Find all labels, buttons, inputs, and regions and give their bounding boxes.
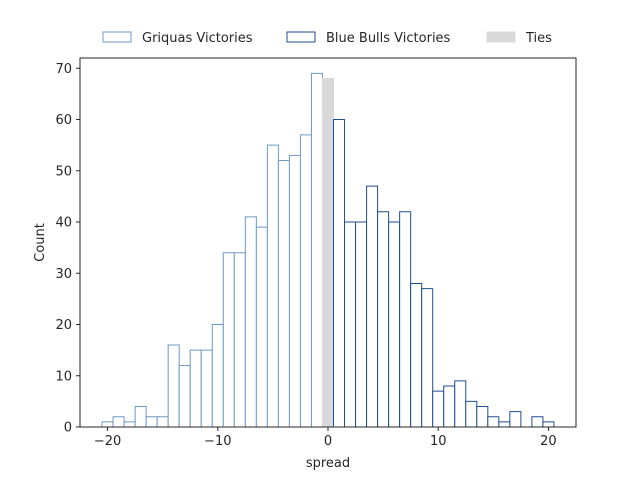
bar-griquas-victories--2 bbox=[299, 134, 312, 428]
legend: Griquas Victories Blue Bulls Victories Tie… bbox=[102, 31, 552, 46]
bar-blue-bulls-victories-8 bbox=[410, 283, 423, 428]
x-tick-label: 0 bbox=[324, 434, 332, 449]
bar-griquas-victories--14 bbox=[167, 344, 180, 428]
bar-griquas-victories--7 bbox=[244, 216, 257, 428]
y-tick-label: 60 bbox=[55, 113, 72, 128]
bar-griquas-victories--17 bbox=[134, 406, 147, 428]
bar-blue-bulls-victories-1 bbox=[333, 119, 346, 428]
x-tick-label: 10 bbox=[430, 434, 447, 449]
bar-blue-bulls-victories-5 bbox=[377, 211, 390, 428]
legend-label-ties: Ties bbox=[525, 31, 552, 46]
bar-blue-bulls-victories-3 bbox=[355, 221, 368, 428]
bar-blue-bulls-victories-17 bbox=[509, 411, 522, 428]
y-axis-ticks: 0 10 20 30 40 50 60 70 bbox=[55, 62, 80, 436]
y-tick-label: 10 bbox=[55, 369, 72, 384]
bar-griquas-victories--19 bbox=[112, 416, 125, 428]
bar-griquas-victories--8 bbox=[233, 252, 246, 428]
legend-label-blue-bulls-victories: Blue Bulls Victories bbox=[326, 31, 451, 46]
x-axis-ticks: −20 −10 0 10 20 bbox=[94, 427, 557, 449]
y-axis-label: Count bbox=[33, 223, 48, 262]
bar-blue-bulls-victories-4 bbox=[366, 185, 379, 428]
bar-blue-bulls-victories-9 bbox=[421, 288, 434, 428]
y-tick-label: 20 bbox=[55, 318, 72, 333]
bar-blue-bulls-victories-14 bbox=[476, 406, 489, 428]
bar-griquas-victories--10 bbox=[211, 324, 224, 428]
bar-ties-0 bbox=[321, 78, 335, 428]
x-tick-label: 20 bbox=[540, 434, 557, 449]
bar-blue-bulls-victories-16 bbox=[498, 421, 511, 428]
bar-griquas-victories--11 bbox=[200, 349, 213, 428]
legend-swatch-griquas-victories bbox=[102, 31, 132, 43]
x-tick-label: −10 bbox=[204, 434, 231, 449]
bar-griquas-victories--12 bbox=[189, 349, 202, 428]
bar-griquas-victories--3 bbox=[288, 154, 301, 428]
x-axis-label: spread bbox=[306, 456, 350, 471]
bar-blue-bulls-victories-10 bbox=[432, 390, 445, 428]
bar-blue-bulls-victories-12 bbox=[454, 380, 467, 428]
bar-griquas-victories--5 bbox=[266, 144, 279, 428]
y-tick-label: 70 bbox=[55, 62, 72, 77]
x-tick-label: −20 bbox=[94, 434, 121, 449]
bar-blue-bulls-victories-19 bbox=[531, 416, 544, 428]
bar-blue-bulls-victories-15 bbox=[487, 416, 500, 428]
bar-griquas-victories--1 bbox=[310, 72, 323, 428]
bars-group bbox=[101, 72, 555, 428]
legend-swatch-blue-bulls-victories bbox=[286, 31, 316, 43]
bar-griquas-victories--16 bbox=[145, 416, 158, 428]
bar-griquas-victories--20 bbox=[101, 421, 114, 428]
bar-griquas-victories--18 bbox=[123, 421, 136, 428]
y-tick-label: 0 bbox=[64, 421, 72, 436]
bar-blue-bulls-victories-13 bbox=[465, 400, 478, 428]
legend-swatch-ties bbox=[486, 31, 516, 43]
bar-griquas-victories--6 bbox=[255, 226, 268, 428]
bar-blue-bulls-victories-11 bbox=[443, 385, 456, 428]
bar-griquas-victories--9 bbox=[222, 252, 235, 428]
y-tick-label: 40 bbox=[55, 216, 72, 231]
bar-blue-bulls-victories-2 bbox=[344, 221, 357, 428]
legend-label-griquas-victories: Griquas Victories bbox=[142, 31, 253, 46]
y-tick-label: 30 bbox=[55, 267, 72, 282]
bar-blue-bulls-victories-6 bbox=[388, 221, 401, 428]
bar-griquas-victories--13 bbox=[178, 365, 191, 428]
bar-blue-bulls-victories-7 bbox=[399, 211, 412, 428]
y-tick-label: 50 bbox=[55, 164, 72, 179]
bar-griquas-victories--15 bbox=[156, 416, 169, 428]
bar-blue-bulls-victories-20 bbox=[542, 421, 555, 428]
bar-griquas-victories--4 bbox=[277, 160, 290, 428]
